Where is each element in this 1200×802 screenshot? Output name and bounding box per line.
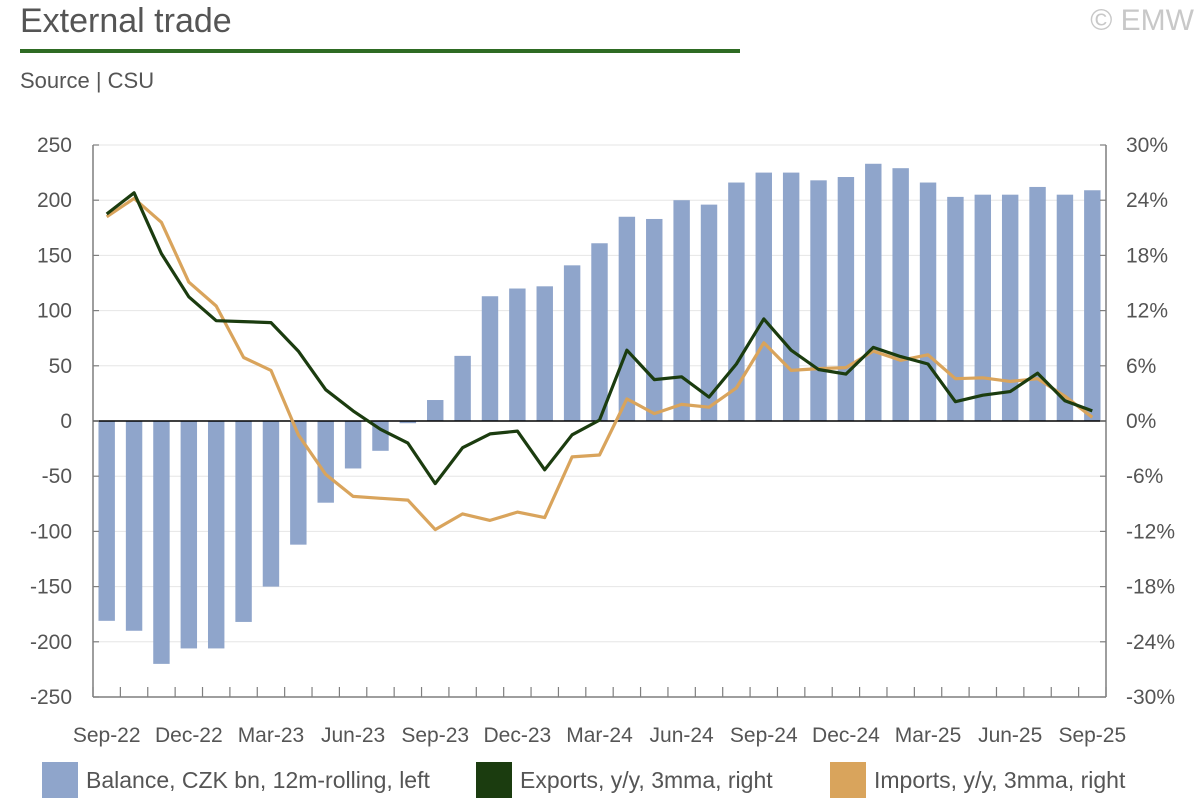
legend-label-imports: Imports, y/y, 3mma, right bbox=[874, 766, 1126, 793]
right-y-tick-label: -6% bbox=[1126, 465, 1163, 488]
right-y-tick-label: -24% bbox=[1126, 631, 1175, 654]
left-y-tick-label: -150 bbox=[30, 576, 72, 599]
balance-bars bbox=[98, 163, 1101, 664]
left-y-tick-label: 100 bbox=[37, 300, 72, 323]
right-y-tick-label: 12% bbox=[1126, 300, 1168, 323]
right-y-tick-label: -18% bbox=[1126, 576, 1175, 599]
balance-bar bbox=[782, 172, 800, 421]
tick-labels: 250 200 150 100 50 0 -50 -100 -150 -200 -250 30% 24%… bbox=[30, 134, 1175, 747]
right-y-tick-label: 6% bbox=[1126, 355, 1156, 378]
legend-item-imports: Imports, y/y, 3mma, right bbox=[830, 762, 1125, 798]
left-y-tick-label: -250 bbox=[30, 686, 72, 709]
x-tick-label: Sep-24 bbox=[730, 724, 798, 747]
left-y-tick-label: 50 bbox=[49, 355, 72, 378]
balance-bar bbox=[1084, 190, 1101, 421]
left-y-tick-label: -200 bbox=[30, 631, 72, 654]
legend-swatch-balance bbox=[42, 762, 78, 798]
balance-bar bbox=[892, 168, 909, 421]
balance-bar bbox=[1001, 194, 1019, 421]
page-title: External trade bbox=[20, 2, 232, 40]
x-tick-label: Sep-25 bbox=[1058, 724, 1126, 747]
balance-bar bbox=[974, 194, 992, 421]
x-tick-label: Jun-25 bbox=[978, 724, 1042, 747]
legend-label-exports: Exports, y/y, 3mma, right bbox=[520, 766, 773, 793]
balance-bar bbox=[919, 182, 937, 421]
legend-item-balance: Balance, CZK bn, 12m-rolling, left bbox=[42, 762, 430, 798]
balance-bar bbox=[755, 172, 772, 421]
x-tick-label: Mar-24 bbox=[566, 724, 633, 747]
legend-label-balance: Balance, CZK bn, 12m-rolling, left bbox=[86, 766, 430, 793]
balance-bar bbox=[1029, 186, 1046, 421]
balance-bar bbox=[427, 400, 444, 421]
x-tick-label: Jun-23 bbox=[321, 724, 385, 747]
balance-bar bbox=[509, 288, 526, 421]
left-y-tick-label: 250 bbox=[37, 134, 72, 157]
left-y-tick-label: 0 bbox=[60, 410, 72, 433]
copyright-label: © EMW bbox=[1090, 4, 1194, 37]
balance-bar bbox=[180, 421, 198, 649]
balance-bar bbox=[207, 421, 225, 649]
x-tick-label: Dec-22 bbox=[155, 724, 223, 747]
axes bbox=[92, 144, 1107, 698]
balance-bar bbox=[618, 216, 636, 421]
source-label: Source | CSU bbox=[20, 68, 155, 93]
balance-bar bbox=[454, 355, 471, 421]
balance-bar bbox=[153, 421, 170, 664]
balance-bar bbox=[810, 180, 827, 421]
right-y-tick-label: -30% bbox=[1126, 686, 1175, 709]
right-y-tick-label: 0% bbox=[1126, 410, 1156, 433]
right-y-tick-label: 24% bbox=[1126, 189, 1168, 212]
legend-swatch-imports bbox=[830, 762, 866, 798]
balance-bar bbox=[262, 421, 280, 587]
right-y-tick-label: 18% bbox=[1126, 244, 1168, 267]
balance-bar bbox=[947, 196, 964, 421]
x-tick-label: Mar-23 bbox=[238, 724, 305, 747]
balance-bar bbox=[399, 421, 417, 424]
balance-bar bbox=[125, 421, 143, 631]
x-tick-label: Sep-22 bbox=[73, 724, 141, 747]
left-y-tick-label: -50 bbox=[42, 465, 72, 488]
left-y-tick-label: -100 bbox=[30, 520, 72, 543]
left-y-tick-label: 200 bbox=[37, 189, 72, 212]
balance-bar bbox=[481, 296, 499, 421]
title-underline bbox=[20, 49, 740, 53]
series-lines bbox=[105, 191, 1094, 532]
balance-bar bbox=[1056, 194, 1074, 421]
balance-bar bbox=[837, 177, 855, 421]
legend-swatch-exports bbox=[476, 762, 512, 798]
balance-bar bbox=[344, 421, 362, 469]
x-tick-label: Jun-24 bbox=[650, 724, 715, 747]
legend: Balance, CZK bn, 12m-rolling, left Expor… bbox=[0, 762, 1200, 802]
right-y-tick-label: 30% bbox=[1126, 134, 1168, 157]
balance-bar bbox=[563, 265, 581, 421]
x-tick-label: Dec-23 bbox=[484, 724, 552, 747]
balance-bar bbox=[728, 182, 745, 421]
balance-bar bbox=[98, 421, 115, 621]
imports-line bbox=[105, 196, 1094, 532]
balance-bar bbox=[290, 421, 307, 545]
balance-bar bbox=[646, 218, 663, 421]
trade-chart: 250 200 150 100 50 0 -50 -100 -150 -200 -250 30% 24%… bbox=[30, 134, 1175, 747]
balance-bar bbox=[865, 163, 882, 421]
balance-bar bbox=[317, 421, 334, 503]
balance-bar bbox=[372, 421, 389, 451]
balance-bar bbox=[235, 421, 252, 622]
x-tick-label: Sep-23 bbox=[401, 724, 469, 747]
balance-bar bbox=[591, 243, 608, 421]
legend-item-exports: Exports, y/y, 3mma, right bbox=[476, 762, 773, 798]
left-y-tick-label: 150 bbox=[37, 244, 72, 267]
balance-bar bbox=[700, 204, 718, 421]
balance-bar bbox=[536, 286, 553, 421]
exports-line bbox=[105, 191, 1093, 486]
balance-bar bbox=[673, 200, 690, 421]
right-y-tick-label: -12% bbox=[1126, 520, 1175, 543]
x-tick-label: Dec-24 bbox=[812, 724, 880, 747]
x-tick-label: Mar-25 bbox=[895, 724, 962, 747]
